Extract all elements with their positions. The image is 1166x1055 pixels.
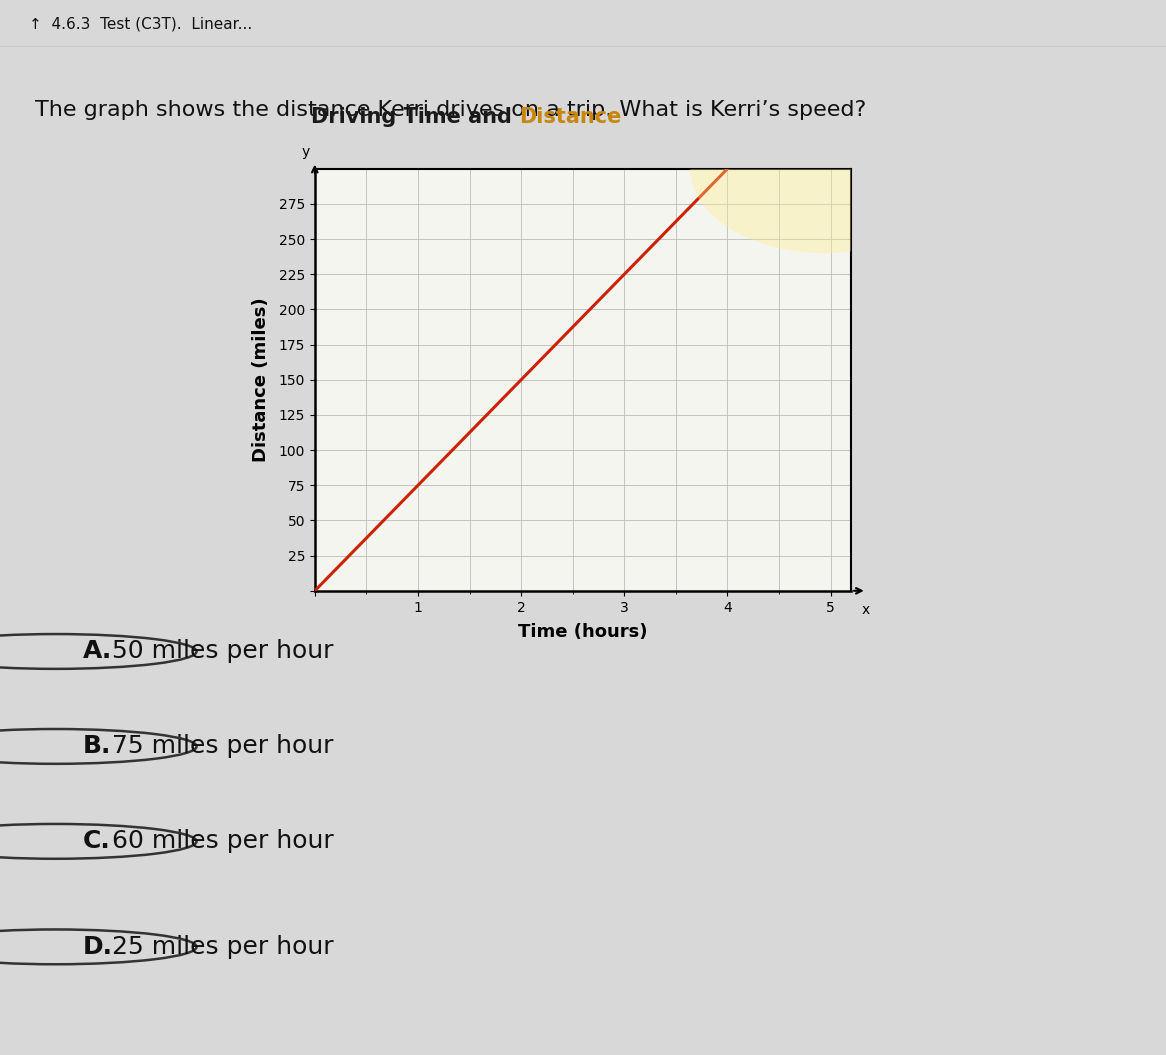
Y-axis label: Distance (miles): Distance (miles) [252, 298, 271, 462]
Text: ↑  4.6.3  Test (C3T).  Linear...: ↑ 4.6.3 Test (C3T). Linear... [29, 16, 252, 32]
Text: The graph shows the distance Kerri drives on a trip. What is Kerri’s speed?: The graph shows the distance Kerri drive… [35, 100, 866, 120]
Text: D.: D. [83, 935, 113, 959]
X-axis label: Time (hours): Time (hours) [518, 622, 648, 640]
Ellipse shape [690, 84, 958, 253]
Text: Distance: Distance [519, 107, 621, 127]
Text: x: x [862, 603, 870, 617]
Text: Driving Time and: Driving Time and [310, 107, 519, 127]
Text: 75 miles per hour: 75 miles per hour [112, 734, 333, 759]
Text: A.: A. [83, 639, 112, 664]
Text: B.: B. [83, 734, 112, 759]
Text: 50 miles per hour: 50 miles per hour [112, 639, 333, 664]
Text: 60 miles per hour: 60 miles per hour [112, 829, 333, 853]
Text: C.: C. [83, 829, 111, 853]
Text: 25 miles per hour: 25 miles per hour [112, 935, 333, 959]
Text: y: y [301, 146, 310, 159]
